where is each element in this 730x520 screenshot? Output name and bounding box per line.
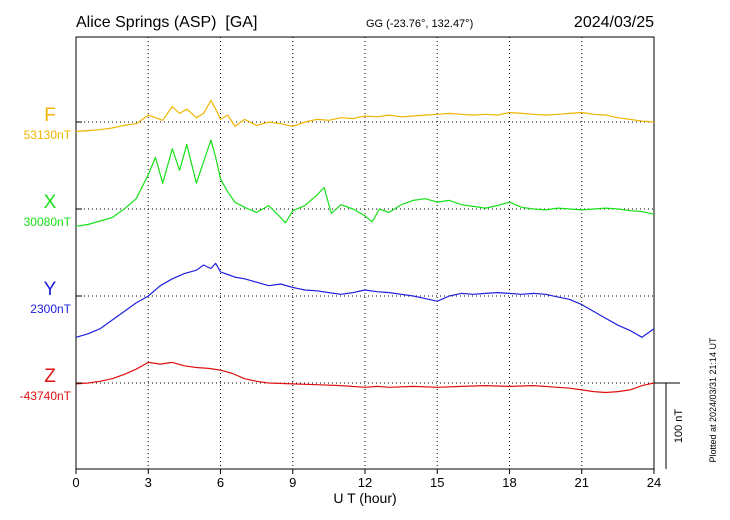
series-baseline-label-f: 53130nT <box>24 128 72 142</box>
series-x: X 30080nT <box>24 139 655 229</box>
series-name-x: X <box>44 192 57 213</box>
series-baseline-label-x: 30080nT <box>24 215 72 229</box>
series-baseline-label-y: 2300nT <box>30 302 71 316</box>
station-coordinates: GG (-23.76°, 132.47°) <box>366 18 473 30</box>
x-tick-label: 18 <box>502 475 516 490</box>
series-layer: F 53130nT X 30080nT Y 2300nT Z -43740nT <box>20 99 655 403</box>
station-title: Alice Springs (ASP) [GA] <box>76 14 257 31</box>
series-line-y <box>75 262 655 338</box>
series-baseline-label-z: -43740nT <box>20 389 72 403</box>
series-name-z: Z <box>44 366 56 387</box>
series-name-y: Y <box>44 279 57 300</box>
x-tick-label: 6 <box>217 475 224 490</box>
grid-lines <box>76 37 654 469</box>
x-tick-label: 3 <box>145 475 152 490</box>
series-name-f: F <box>44 105 56 126</box>
series-f: F 53130nT <box>24 99 655 142</box>
chart-date: 2024/03/25 <box>574 14 654 31</box>
x-tick-label: 15 <box>430 475 444 490</box>
scale-bar-label: 100 nT <box>673 409 685 444</box>
x-tick-label: 0 <box>72 475 79 490</box>
x-tick-label: 9 <box>289 475 296 490</box>
series-z: Z -43740nT <box>20 361 655 403</box>
x-axis-ticks: 0 3 6 9 12 15 18 21 24 <box>72 469 661 490</box>
x-tick-label: 24 <box>647 475 661 490</box>
series-y: Y 2300nT <box>30 262 655 338</box>
scale-bar: 100 nT <box>654 382 685 469</box>
plotted-timestamp: Plotted at 2024/03/31 21:14 UT <box>708 337 718 463</box>
x-axis-label: U T (hour) <box>333 490 396 506</box>
series-line-x <box>75 139 655 227</box>
series-line-f <box>75 99 655 133</box>
series-line-z <box>75 361 655 394</box>
x-tick-label: 12 <box>358 475 372 490</box>
x-tick-label: 21 <box>575 475 589 490</box>
